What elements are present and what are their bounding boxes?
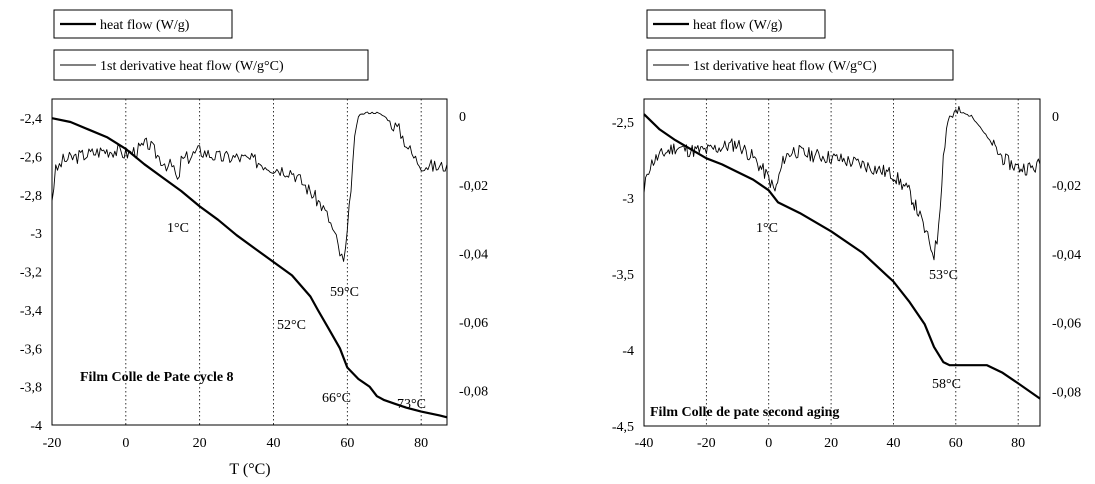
legend-label-derivative: 1st derivative heat flow (W/g°C) (693, 59, 877, 74)
y-left-tick-label: -3,5 (612, 268, 634, 283)
x-axis-label: T (°C) (229, 461, 270, 478)
legend-label-heat-flow: heat flow (W/g) (693, 18, 783, 33)
y-right-tick-label: 0 (1052, 110, 1059, 125)
x-tick-label: 20 (193, 436, 207, 451)
y-left-tick-label: -2,5 (612, 116, 634, 131)
y-left-tick-label: -4 (30, 419, 42, 434)
x-tick-label: 80 (414, 436, 428, 451)
grid-lines (705, 99, 1019, 426)
y-left-tick-labels: -2,4 -2,6 -2,8 -3 -3,2 -3,4 -3,6 -3,8 -4 (20, 112, 42, 434)
y-left-tick-label: -3,2 (20, 266, 42, 281)
annotation-53c: 53°C (929, 268, 958, 283)
y-left-tick-labels: -2,5 -3 -3,5 -4 -4,5 (612, 116, 634, 435)
y-left-tick-label: -2,4 (20, 112, 42, 127)
annotation-66c: 66°C (322, 391, 351, 406)
legend-label-derivative: 1st derivative heat flow (W/g°C) (100, 59, 284, 74)
y-right-tick-labels: 0 -0,02 -0,04 -0,06 -0,08 (1052, 110, 1081, 400)
chart-title: Film Colle de pate second aging (650, 405, 839, 420)
legend-label-heat-flow: heat flow (W/g) (100, 18, 190, 33)
y-right-tick-label: -0,04 (1052, 248, 1081, 263)
y-left-tick-label: -3,6 (20, 342, 42, 357)
y-right-tick-label: -0,02 (459, 179, 488, 194)
annotation-59c: 59°C (330, 285, 359, 300)
x-tick-label: 40 (266, 436, 280, 451)
annotation-1c: 1°C (756, 221, 778, 236)
x-tick-label: 0 (122, 436, 129, 451)
y-right-tick-label: -0,08 (459, 385, 488, 400)
plot-frame (643, 98, 1041, 427)
y-left-tick-label: -2,8 (20, 189, 42, 204)
legend: heat flow (W/g) 1st derivative heat flow… (646, 9, 954, 81)
legend-box-derivative (53, 49, 369, 81)
chart-second-aging: heat flow (W/g) 1st derivative heat flow… (612, 9, 1081, 451)
y-left-tick-label: -3 (622, 192, 634, 207)
chart-cycle-8: heat flow (W/g) 1st derivative heat flow… (20, 9, 488, 478)
chart-title: Film Colle de Pate cycle 8 (80, 370, 234, 385)
annotation-58c: 58°C (932, 377, 961, 392)
y-left-tick-label: -4 (622, 344, 634, 359)
x-tick-label: -20 (43, 436, 62, 451)
y-left-tick-label: -3 (30, 227, 42, 242)
x-tick-label: 40 (886, 436, 900, 451)
x-tick-label: 0 (765, 436, 772, 451)
y-left-tick-label: -3,8 (20, 381, 42, 396)
series-lines (51, 111, 448, 419)
x-tick-label: 60 (949, 436, 963, 451)
y-right-tick-label: -0,02 (1052, 179, 1081, 194)
annotation-73c: 73°C (397, 397, 426, 412)
derivative-heat-flow-line (51, 111, 448, 262)
x-tick-labels: -40 -20 0 20 40 60 80 (635, 436, 1026, 451)
legend: heat flow (W/g) 1st derivative heat flow… (53, 9, 369, 81)
legend-box-derivative (646, 49, 954, 81)
y-right-tick-label: 0 (459, 110, 466, 125)
y-right-tick-labels: 0 -0,02 -0,04 -0,06 -0,08 (459, 110, 488, 400)
x-tick-label: -40 (635, 436, 654, 451)
x-tick-label: 20 (824, 436, 838, 451)
annotation-52c: 52°C (277, 318, 306, 333)
y-right-tick-label: -0,06 (1052, 317, 1081, 332)
y-left-tick-label: -3,4 (20, 304, 42, 319)
x-tick-label: 80 (1011, 436, 1025, 451)
y-left-tick-label: -4,5 (612, 420, 634, 435)
annotation-1c: 1°C (167, 221, 189, 236)
y-right-tick-label: -0,04 (459, 247, 488, 262)
plot-frame (51, 98, 448, 426)
y-right-tick-label: -0,08 (1052, 386, 1081, 401)
y-right-tick-label: -0,06 (459, 316, 488, 331)
heat-flow-line (643, 113, 1041, 400)
y-left-tick-label: -2,6 (20, 151, 42, 166)
x-tick-label: 60 (340, 436, 354, 451)
x-tick-label: -20 (697, 436, 716, 451)
x-tick-labels: -20 0 20 40 60 80 (43, 436, 428, 451)
derivative-heat-flow-line (643, 106, 1041, 261)
series-lines (643, 106, 1041, 400)
